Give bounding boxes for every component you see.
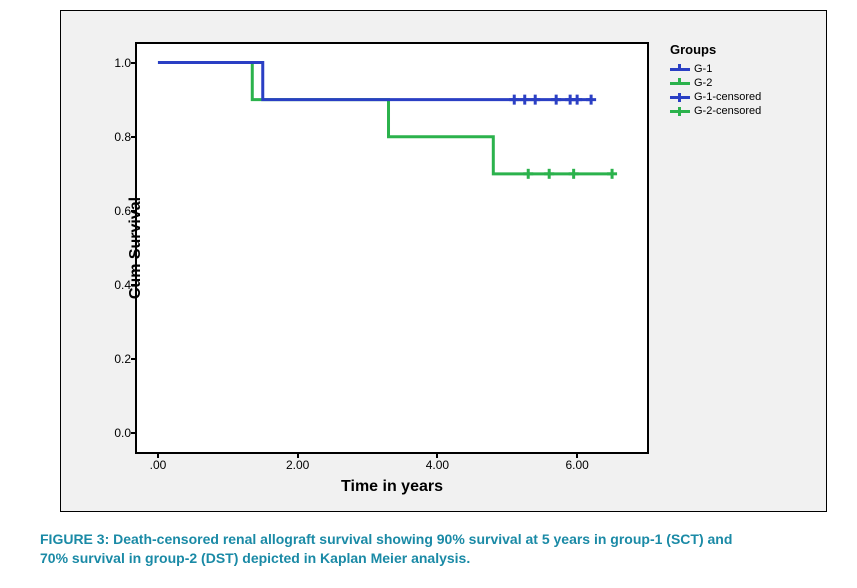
y-tick-mark <box>131 62 137 64</box>
series-G-2 <box>158 63 612 174</box>
x-tick-label: 6.00 <box>565 458 588 472</box>
y-tick-label: 1.0 <box>114 56 131 70</box>
x-tick-label: 4.00 <box>426 458 449 472</box>
caption-line-2: 70% survival in group-2 (DST) depicted i… <box>40 550 470 566</box>
legend-item: G-1 <box>670 62 761 76</box>
y-tick-mark <box>131 432 137 434</box>
legend-item: G-2 <box>670 76 761 90</box>
censored-marker <box>569 169 579 179</box>
legend-swatch <box>670 110 690 113</box>
legend-label: G-2 <box>694 76 712 90</box>
legend: G-1G-2G-1-censoredG-2-censored <box>670 62 761 118</box>
censored-marker <box>544 169 554 179</box>
plot-inner <box>137 44 647 452</box>
censored-marker <box>523 169 533 179</box>
censored-marker <box>530 95 540 105</box>
y-tick-label: 0.2 <box>114 352 131 366</box>
survival-curves <box>137 44 647 452</box>
y-tick-label: 0.6 <box>114 204 131 218</box>
legend-label: G-2-censored <box>694 104 761 118</box>
x-tick-label: 2.00 <box>286 458 309 472</box>
y-tick-label: 0.0 <box>114 426 131 440</box>
legend-item: G-1-censored <box>670 90 761 104</box>
y-tick-mark <box>131 358 137 360</box>
x-tick-mark <box>157 452 159 458</box>
y-tick-label: 0.4 <box>114 278 131 292</box>
x-tick-label: .00 <box>150 458 167 472</box>
plot-area: Cum Survival Time in years 0.00.20.40.60… <box>135 42 649 454</box>
caption-line-1: FIGURE 3: Death-censored renal allograft… <box>40 531 732 547</box>
legend-title: Groups <box>670 42 716 57</box>
legend-swatch <box>670 68 690 71</box>
x-tick-mark <box>436 452 438 458</box>
censored-marker <box>586 95 596 105</box>
legend-label: G-1 <box>694 62 712 76</box>
censored-marker <box>572 95 582 105</box>
x-axis-label: Time in years <box>341 478 443 496</box>
figure-caption: FIGURE 3: Death-censored renal allograft… <box>40 530 830 568</box>
series-G-1 <box>158 63 591 100</box>
legend-item: G-2-censored <box>670 104 761 118</box>
y-tick-mark <box>131 284 137 286</box>
censored-marker <box>509 95 519 105</box>
legend-swatch <box>670 82 690 85</box>
legend-swatch <box>670 96 690 99</box>
legend-label: G-1-censored <box>694 90 761 104</box>
y-tick-mark <box>131 136 137 138</box>
y-tick-mark <box>131 210 137 212</box>
x-tick-mark <box>297 452 299 458</box>
censored-marker <box>551 95 561 105</box>
censored-marker <box>607 169 617 179</box>
censored-marker <box>520 95 530 105</box>
y-tick-label: 0.8 <box>114 130 131 144</box>
x-tick-mark <box>576 452 578 458</box>
